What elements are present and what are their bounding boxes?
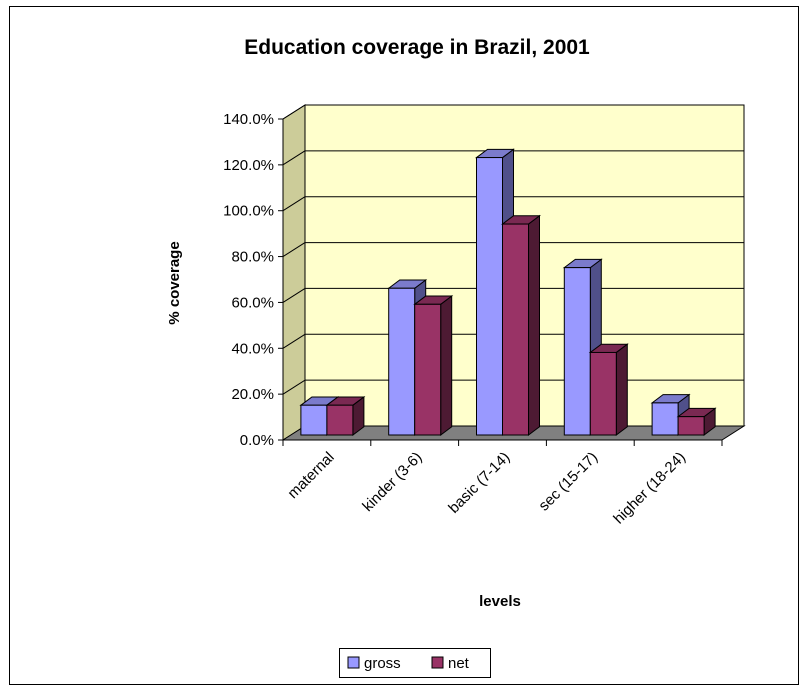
bar-front	[414, 303, 442, 436]
gridline-side	[282, 150, 306, 166]
bar-front	[388, 287, 416, 436]
legend: gross net	[339, 648, 491, 678]
bar-gross	[650, 393, 691, 436]
gridline-side	[282, 242, 306, 257]
bars	[299, 148, 717, 436]
y-tick-label: 60.0%	[231, 294, 274, 311]
legend-net-swatch	[431, 656, 444, 669]
bar-front	[677, 416, 705, 436]
y-tick-label: 100.0%	[223, 203, 274, 220]
y-tick-label: 40.0%	[231, 340, 274, 357]
legend-net-label: net	[448, 655, 470, 672]
bar-front	[563, 267, 591, 436]
gridline-side	[282, 333, 306, 349]
legend-gross-label: gross	[364, 655, 401, 672]
bar-front	[651, 402, 679, 436]
y-tick-label: 0.0%	[240, 432, 274, 449]
bar-net	[501, 214, 541, 436]
bar-front	[300, 404, 328, 436]
gridline-side	[282, 379, 306, 395]
bar-side	[528, 214, 540, 436]
chart-title: Education coverage in Brazil, 2001	[244, 36, 590, 59]
bar-front	[502, 223, 529, 436]
bar-net	[676, 407, 717, 436]
bar-front	[476, 157, 503, 436]
y-axis-label: % coverage	[166, 241, 183, 324]
bar-net	[325, 395, 366, 436]
gridline-side	[282, 104, 306, 120]
bar-net	[413, 295, 454, 436]
legend-box	[339, 648, 491, 678]
gridline-side	[282, 288, 306, 303]
bar-front	[326, 404, 354, 436]
plot-side-wall	[282, 104, 306, 441]
y-tick-label: 140.0%	[223, 111, 274, 128]
y-ticks: 0.0% 20.0% 40.0% 60.0% 80.0% 100.0% 120.0% 140.…	[223, 111, 283, 449]
gridline-side	[282, 196, 306, 212]
y-tick-label: 80.0%	[231, 249, 274, 266]
y-tick-label: 20.0%	[231, 386, 274, 403]
x-axis-label: levels	[479, 593, 521, 610]
bar-front	[589, 351, 617, 436]
bar-side	[440, 295, 453, 436]
y-tick-label: 120.0%	[223, 157, 274, 174]
bar-net	[588, 343, 629, 436]
legend-gross-swatch	[347, 656, 360, 669]
bar-side	[615, 343, 628, 436]
